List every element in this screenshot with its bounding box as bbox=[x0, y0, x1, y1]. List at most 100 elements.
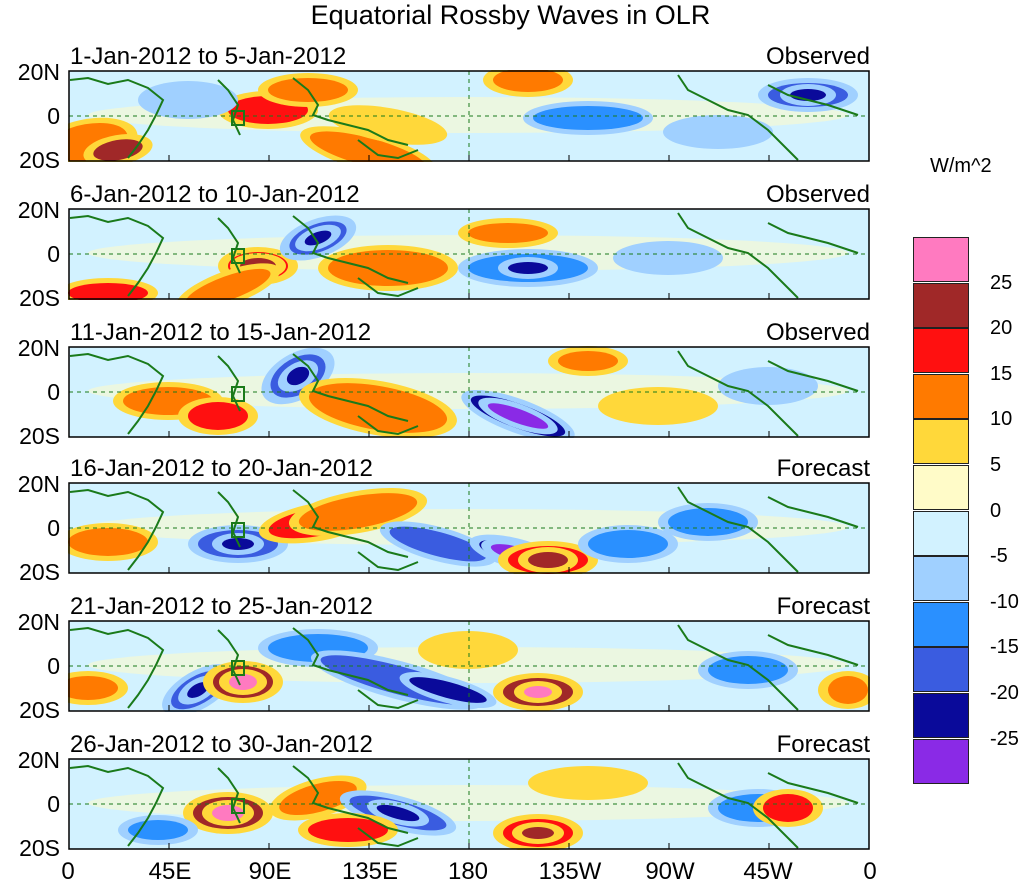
coast-africa bbox=[69, 488, 165, 571]
contour-region bbox=[188, 402, 248, 430]
map-frame bbox=[68, 620, 870, 712]
lat-label-equator: 0 bbox=[47, 241, 60, 267]
contour-region bbox=[538, 771, 638, 795]
map-frame bbox=[68, 70, 870, 162]
lat-label-north: 20N bbox=[17, 335, 60, 361]
contour-region bbox=[524, 686, 552, 698]
contour-region bbox=[286, 366, 310, 386]
coast-maritime bbox=[292, 489, 409, 558]
coast-maritime bbox=[292, 215, 409, 284]
contour-region bbox=[728, 372, 808, 400]
coast-australia bbox=[357, 277, 419, 298]
lat-label-equator: 0 bbox=[47, 103, 60, 129]
contour-region bbox=[533, 106, 643, 130]
colorbar-label: -20 bbox=[990, 682, 1019, 704]
lon-label-45e: 45E bbox=[148, 858, 192, 885]
contour-region bbox=[522, 827, 554, 839]
lat-label-north: 20N bbox=[17, 609, 60, 635]
coast-africa bbox=[69, 76, 165, 159]
coast-africa bbox=[69, 352, 165, 435]
lon-label-135w: 135W bbox=[538, 858, 602, 885]
lon-label-90e: 90E bbox=[248, 858, 292, 885]
olr-map-5 bbox=[68, 620, 870, 712]
contour-region bbox=[763, 794, 813, 822]
colorbar-swatch bbox=[913, 510, 969, 556]
lon-label-135e: 135E bbox=[341, 858, 399, 885]
coastlines bbox=[69, 486, 859, 573]
coast-americas bbox=[677, 762, 799, 849]
colorbar-label: -5 bbox=[990, 545, 1008, 568]
colorbar-swatch bbox=[913, 328, 969, 374]
contour-region bbox=[428, 636, 508, 664]
olr-map-4 bbox=[68, 482, 870, 574]
panel-status: Forecast bbox=[776, 731, 870, 758]
coastlines bbox=[69, 74, 859, 161]
colorbar-swatch bbox=[913, 738, 969, 784]
coast-australia bbox=[357, 415, 419, 436]
panel-date-range: 1-Jan-2012 to 5-Jan-2012 bbox=[70, 43, 347, 70]
contour-region bbox=[229, 674, 257, 690]
lat-label-south: 20S bbox=[19, 285, 60, 311]
lat-label-north: 20N bbox=[17, 471, 60, 497]
coast-maritime bbox=[292, 77, 409, 146]
lat-label-equator: 0 bbox=[47, 653, 60, 679]
colorbar-swatch bbox=[913, 601, 969, 647]
contour-region bbox=[668, 508, 748, 536]
lon-label-45w: 45W bbox=[743, 858, 793, 885]
lat-label-north: 20N bbox=[17, 747, 60, 773]
contour-region bbox=[487, 403, 549, 429]
contour-region bbox=[673, 120, 763, 144]
contour-region bbox=[185, 268, 271, 300]
panel-status: Observed bbox=[765, 43, 870, 70]
coast-maritime bbox=[292, 765, 409, 834]
panel-status: Forecast bbox=[776, 593, 870, 620]
contour-region bbox=[528, 552, 568, 568]
olr-panel-4: 16-Jan-2012 to 20-Jan-2012 Forecast 20N 0 20… bbox=[0, 456, 880, 594]
index-box bbox=[231, 386, 245, 402]
colorbar-label: 10 bbox=[990, 408, 1013, 431]
contour-region bbox=[608, 392, 708, 420]
coast-maritime bbox=[292, 353, 409, 422]
coast-africa bbox=[69, 626, 165, 709]
coast-americas bbox=[677, 486, 799, 573]
olr-anomaly-contours bbox=[68, 215, 848, 300]
contour-region bbox=[68, 676, 118, 700]
contour-region bbox=[328, 250, 448, 286]
lat-label-south: 20S bbox=[19, 147, 60, 173]
olr-anomaly-contours bbox=[88, 346, 848, 438]
index-box bbox=[231, 522, 245, 538]
contour-region bbox=[468, 223, 548, 243]
panel-status: Observed bbox=[765, 319, 870, 346]
colorbar-label: 25 bbox=[990, 271, 1013, 294]
panel-date-range: 6-Jan-2012 to 10-Jan-2012 bbox=[70, 181, 360, 208]
coast-africa bbox=[69, 764, 165, 847]
colorbar-swatch bbox=[913, 419, 969, 465]
lon-label-180: 180 bbox=[447, 858, 489, 885]
coast-africa bbox=[69, 214, 165, 297]
contour-region bbox=[148, 86, 228, 114]
coast-americas bbox=[677, 624, 799, 711]
contour-region bbox=[128, 820, 188, 840]
olr-map-2 bbox=[68, 208, 870, 300]
colorbar-swatch bbox=[913, 373, 969, 419]
olr-map-1 bbox=[68, 70, 870, 162]
lon-label-0-end: 0 bbox=[863, 858, 877, 885]
coast-south-america bbox=[767, 634, 859, 666]
coast-americas bbox=[677, 212, 799, 299]
panel-date-range: 21-Jan-2012 to 25-Jan-2012 bbox=[70, 593, 373, 620]
coast-americas bbox=[677, 74, 799, 161]
contour-region bbox=[389, 526, 487, 562]
contour-region bbox=[708, 656, 788, 684]
olr-anomaly-contours bbox=[88, 766, 848, 850]
olr-panel-2: 6-Jan-2012 to 10-Jan-2012 Observed 20N 0 20S bbox=[0, 182, 880, 320]
colorbar-label: 0 bbox=[990, 499, 1002, 522]
lat-label-north: 20N bbox=[17, 59, 60, 85]
coast-south-america bbox=[767, 772, 859, 804]
olr-panel-3: 11-Jan-2012 to 15-Jan-2012 Observed 20N 0 20… bbox=[0, 320, 880, 458]
olr-anomaly-contours bbox=[68, 629, 870, 712]
contour-region bbox=[508, 262, 548, 274]
index-box bbox=[231, 798, 245, 814]
contour-region bbox=[298, 493, 418, 531]
contour-region bbox=[588, 530, 668, 558]
panel-status: Observed bbox=[765, 181, 870, 208]
